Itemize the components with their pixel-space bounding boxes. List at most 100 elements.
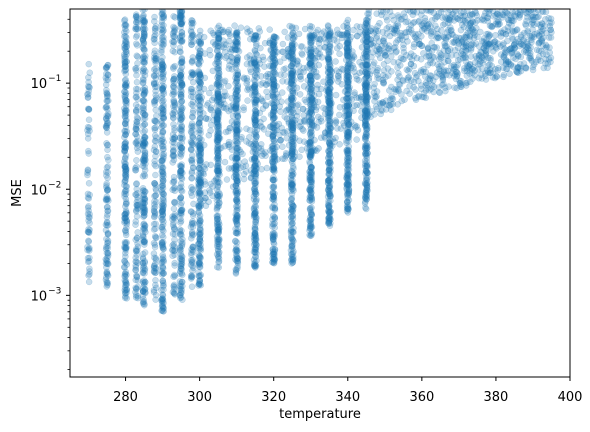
scatter-point — [158, 26, 165, 33]
scatter-point — [84, 254, 92, 262]
scatter-point — [141, 112, 148, 119]
scatter-point — [276, 103, 284, 110]
scatter-point — [133, 201, 141, 209]
scatter-point — [340, 23, 347, 30]
scatter-point — [132, 23, 140, 31]
scatter-point — [150, 250, 158, 257]
scatter-point — [140, 22, 148, 29]
scatter-point — [198, 136, 205, 143]
scatter-point — [150, 99, 158, 106]
scatter-point — [122, 200, 130, 208]
scatter-point — [170, 121, 177, 128]
scatter-point — [141, 98, 148, 105]
scatter-point — [123, 43, 130, 51]
scatter-point — [142, 160, 149, 167]
scatter-point — [171, 262, 178, 269]
scatter-point — [272, 71, 279, 78]
scatter-point — [397, 62, 404, 69]
scatter-point — [140, 266, 147, 273]
scatter-point — [304, 140, 311, 147]
scatter-point — [150, 146, 158, 154]
scatter-point — [200, 141, 208, 149]
scatter-point — [215, 113, 222, 120]
scatter-point — [142, 68, 149, 75]
scatter-point — [132, 139, 139, 147]
scatter-point — [317, 134, 325, 141]
scatter-point — [122, 187, 130, 194]
scatter-point — [86, 69, 93, 76]
scatter-point — [344, 16, 352, 24]
scatter-point — [214, 124, 221, 131]
scatter-point — [122, 277, 130, 285]
scatter-point — [103, 97, 110, 105]
scatter-point — [265, 130, 272, 137]
scatter-point — [270, 176, 277, 184]
scatter-point — [325, 203, 333, 211]
scatter-point — [152, 91, 159, 99]
scatter-point — [103, 180, 110, 187]
scatter-point — [122, 131, 129, 139]
scatter-point — [141, 300, 148, 308]
scatter-point — [141, 249, 149, 256]
scatter-point — [418, 42, 425, 50]
scatter-point — [141, 154, 148, 162]
scatter-point — [85, 245, 93, 253]
scatter-point — [121, 95, 129, 103]
scatter-point — [140, 128, 147, 136]
scatter-point — [134, 95, 141, 103]
scatter-point — [200, 171, 207, 178]
scatter-point — [102, 168, 110, 176]
scatter-point — [341, 112, 348, 120]
scatter-point — [176, 134, 184, 141]
scatter-point — [364, 65, 372, 72]
scatter-point — [345, 161, 352, 169]
scatter-point — [140, 26, 147, 33]
scatter-point — [85, 60, 93, 68]
scatter-point — [158, 297, 165, 304]
scatter-point — [178, 206, 186, 213]
scatter-point — [122, 53, 129, 61]
scatter-point — [139, 122, 147, 130]
scatter-point — [121, 67, 128, 75]
scatter-point — [139, 231, 147, 238]
scatter-point — [133, 16, 141, 24]
scatter-point — [139, 44, 147, 51]
scatter-point — [134, 104, 142, 111]
scatter-point — [326, 101, 334, 108]
scatter-point — [309, 122, 317, 129]
scatter-point — [141, 288, 149, 296]
scatter-point — [151, 180, 159, 187]
scatter-point — [104, 153, 111, 161]
scatter-point — [132, 246, 140, 253]
scatter-point — [358, 93, 365, 101]
scatter-point — [123, 99, 130, 107]
scatter-point — [141, 208, 148, 215]
scatter-point — [152, 65, 159, 73]
scatter-point — [139, 199, 147, 206]
scatter-point — [170, 205, 178, 213]
scatter-point — [121, 57, 128, 65]
scatter-point — [103, 219, 111, 227]
scatter-point — [365, 14, 372, 21]
scatter-point — [188, 146, 195, 154]
scatter-point — [121, 244, 128, 251]
scatter-point — [102, 115, 110, 122]
scatter-point — [134, 53, 141, 60]
scatter-point — [343, 198, 351, 205]
scatter-point — [141, 286, 149, 293]
scatter-point — [171, 108, 178, 116]
scatter-point — [151, 101, 159, 108]
scatter-point — [84, 167, 92, 174]
scatter-point — [133, 14, 141, 21]
scatter-point — [151, 117, 158, 124]
scatter-point — [140, 29, 148, 37]
scatter-point — [122, 253, 129, 260]
scatter-point — [140, 193, 147, 201]
scatter-point — [232, 229, 240, 237]
scatter-point — [84, 135, 92, 142]
scatter-point — [121, 44, 129, 52]
scatter-point — [132, 165, 139, 172]
scatter-point — [104, 249, 112, 257]
scatter-point — [362, 120, 370, 128]
scatter-point — [122, 20, 129, 28]
